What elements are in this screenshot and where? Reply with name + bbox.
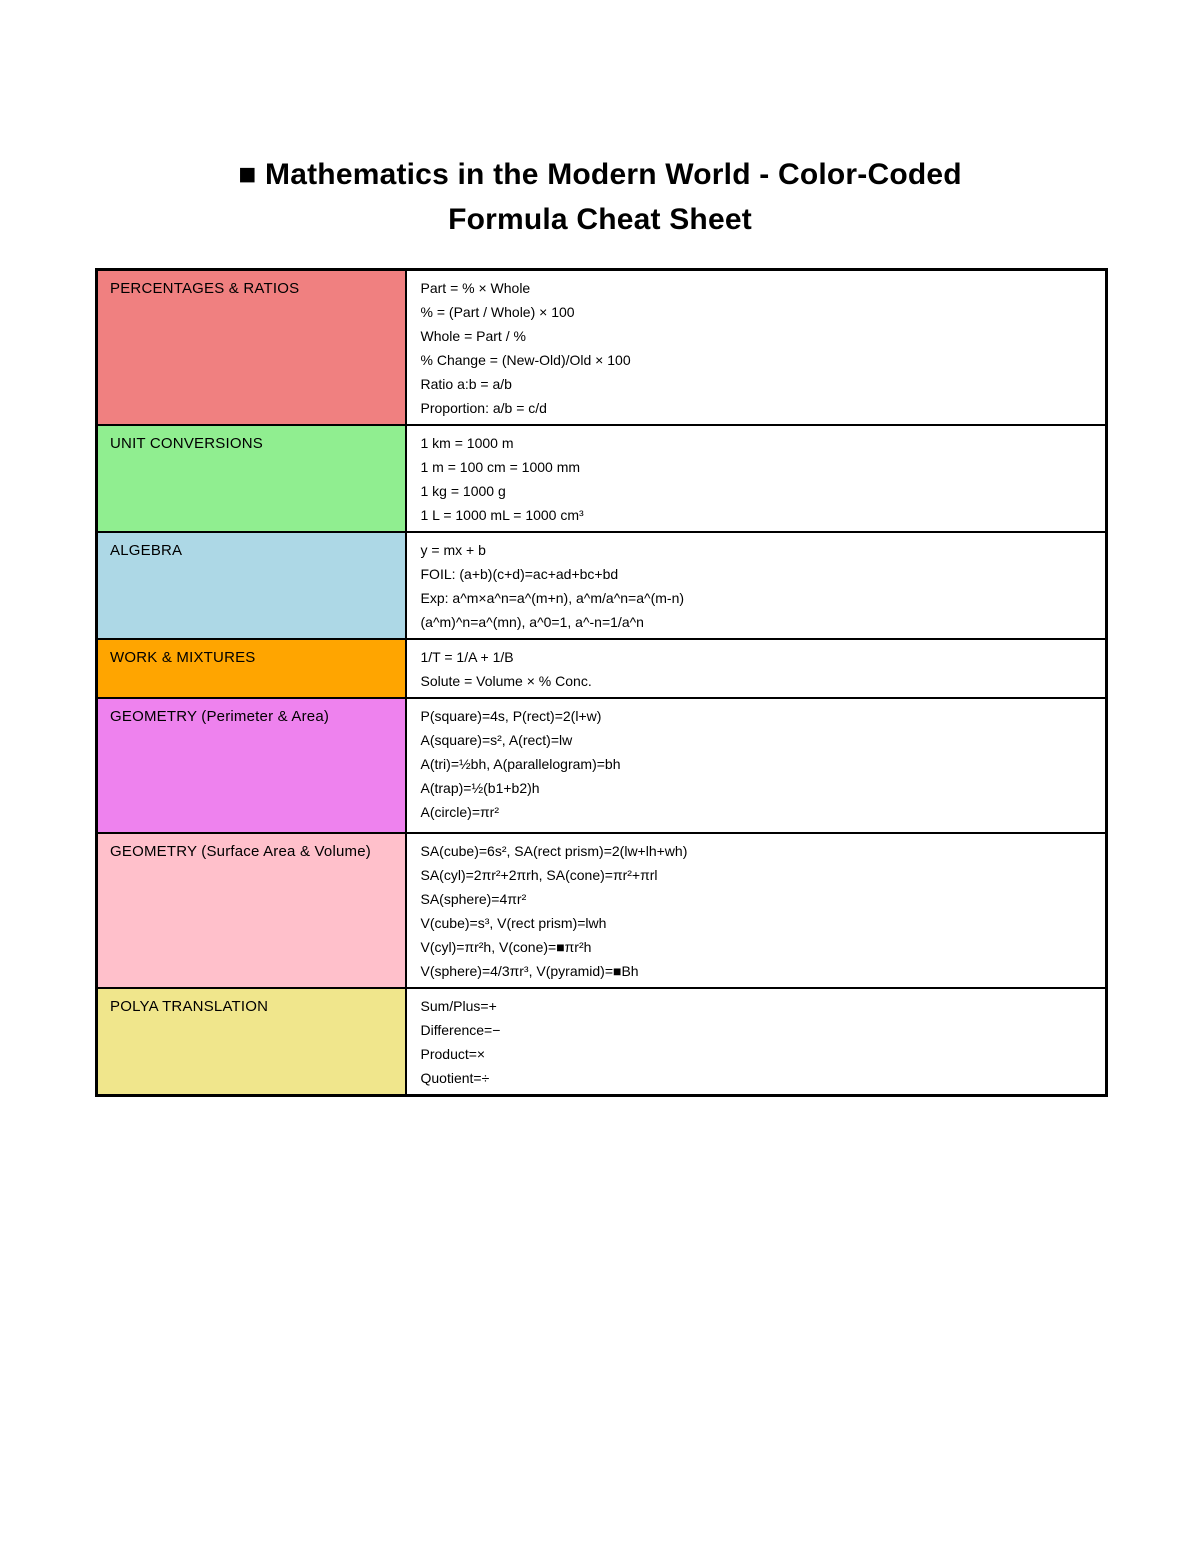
formula-line: A(trap)=½(b1+b2)h <box>420 780 540 796</box>
formula-line: Proportion: a/b = c/d <box>420 400 547 416</box>
formula-line: Exp: a^m×a^n=a^(m+n), a^m/a^n=a^(m-n) <box>420 590 685 606</box>
formula-line: SA(cube)=6s², SA(rect prism)=2(lw+lh+wh) <box>420 843 688 859</box>
formula-line: SA(cyl)=2πr²+2πrh, SA(cone)=πr²+πrl <box>420 867 658 883</box>
formula-line: y = mx + b <box>420 542 486 558</box>
formula-line: Part = % × Whole <box>420 280 531 296</box>
formula-line: (a^m)^n=a^(mn), a^0=1, a^-n=1/a^n <box>420 614 644 630</box>
category-cell: ALGEBRA <box>95 531 407 640</box>
formula-cell: Sum/Plus=+ Difference=− Product=× Quotient=… <box>404 987 1108 1097</box>
formula-line: A(tri)=½bh, A(parallelogram)=bh <box>420 756 621 772</box>
formula-line: 1 kg = 1000 g <box>420 483 506 499</box>
category-cell: GEOMETRY (Perimeter & Area) <box>95 697 407 834</box>
formula-line: Quotient=÷ <box>420 1070 490 1086</box>
page-title-line-1: ■ Mathematics in the Modern World - Colo… <box>238 158 962 191</box>
table-row: ALGEBRA y = mx + b FOIL: (a+b)(c+d)=ac+ad+… <box>95 531 1108 640</box>
formula-line: V(cube)=s³, V(rect prism)=lwh <box>420 915 607 931</box>
category-cell: GEOMETRY (Surface Area & Volume) <box>95 832 407 989</box>
formula-cell: y = mx + b FOIL: (a+b)(c+d)=ac+ad+bc+bd Ex… <box>404 531 1108 640</box>
formula-line: P(square)=4s, P(rect)=2(l+w) <box>420 708 602 724</box>
table-row: GEOMETRY (Surface Area & Volume) SA(cube)… <box>95 832 1108 989</box>
category-cell: WORK & MIXTURES <box>95 638 407 699</box>
table-row: PERCENTAGES & RATIOS Part = % × Whole % = … <box>95 268 1108 426</box>
category-cell: POLYA TRANSLATION <box>95 987 407 1097</box>
table-row: WORK & MIXTURES 1/T = 1/A + 1/B Solute = V… <box>95 638 1108 699</box>
table-row: POLYA TRANSLATION Sum/Plus=+ Difference=− P… <box>95 987 1108 1097</box>
formula-line: % = (Part / Whole) × 100 <box>420 304 575 320</box>
formula-line: FOIL: (a+b)(c+d)=ac+ad+bc+bd <box>420 566 619 582</box>
formula-cell: SA(cube)=6s², SA(rect prism)=2(lw+lh+wh)… <box>404 832 1108 989</box>
category-cell: PERCENTAGES & RATIOS <box>95 268 407 426</box>
formula-cell: Part = % × Whole % = (Part / Whole) × 100… <box>404 268 1108 426</box>
formula-line: V(sphere)=4/3πr³, V(pyramid)=■Bh <box>420 963 639 979</box>
formula-cell: P(square)=4s, P(rect)=2(l+w) A(square)=s²… <box>404 697 1108 834</box>
formula-line: Sum/Plus=+ <box>420 998 497 1014</box>
formula-table: PERCENTAGES & RATIOS Part = % × Whole % = … <box>95 268 1108 1097</box>
formula-line: 1/T = 1/A + 1/B <box>420 649 514 665</box>
formula-line: Whole = Part / % <box>420 328 526 344</box>
formula-line: 1 m = 100 cm = 1000 mm <box>420 459 581 475</box>
table-row: GEOMETRY (Perimeter & Area) P(square)=4s,… <box>95 697 1108 834</box>
formula-line: % Change = (New-Old)/Old × 100 <box>420 352 631 368</box>
page-title: ■ Mathematics in the Modern World - Colo… <box>0 152 1200 242</box>
formula-line: 1 L = 1000 mL = 1000 cm³ <box>420 507 584 523</box>
formula-line: A(square)=s², A(rect)=lw <box>420 732 573 748</box>
formula-line: V(cyl)=πr²h, V(cone)=■πr²h <box>420 939 592 955</box>
formula-line: Product=× <box>420 1046 486 1062</box>
formula-cell: 1/T = 1/A + 1/B Solute = Volume × % Conc. <box>404 638 1108 699</box>
formula-cell: 1 km = 1000 m 1 m = 100 cm = 1000 mm 1 kg … <box>404 424 1108 533</box>
formula-line: 1 km = 1000 m <box>420 435 514 451</box>
category-cell: UNIT CONVERSIONS <box>95 424 407 533</box>
formula-line: A(circle)=πr² <box>420 804 500 820</box>
formula-line: SA(sphere)=4πr² <box>420 891 527 907</box>
table-row: UNIT CONVERSIONS 1 km = 1000 m 1 m = 100 c… <box>95 424 1108 533</box>
page-title-line-2: Formula Cheat Sheet <box>448 203 752 236</box>
formula-line: Solute = Volume × % Conc. <box>420 673 592 689</box>
formula-line: Ratio a:b = a/b <box>420 376 512 392</box>
formula-line: Difference=− <box>420 1022 501 1038</box>
